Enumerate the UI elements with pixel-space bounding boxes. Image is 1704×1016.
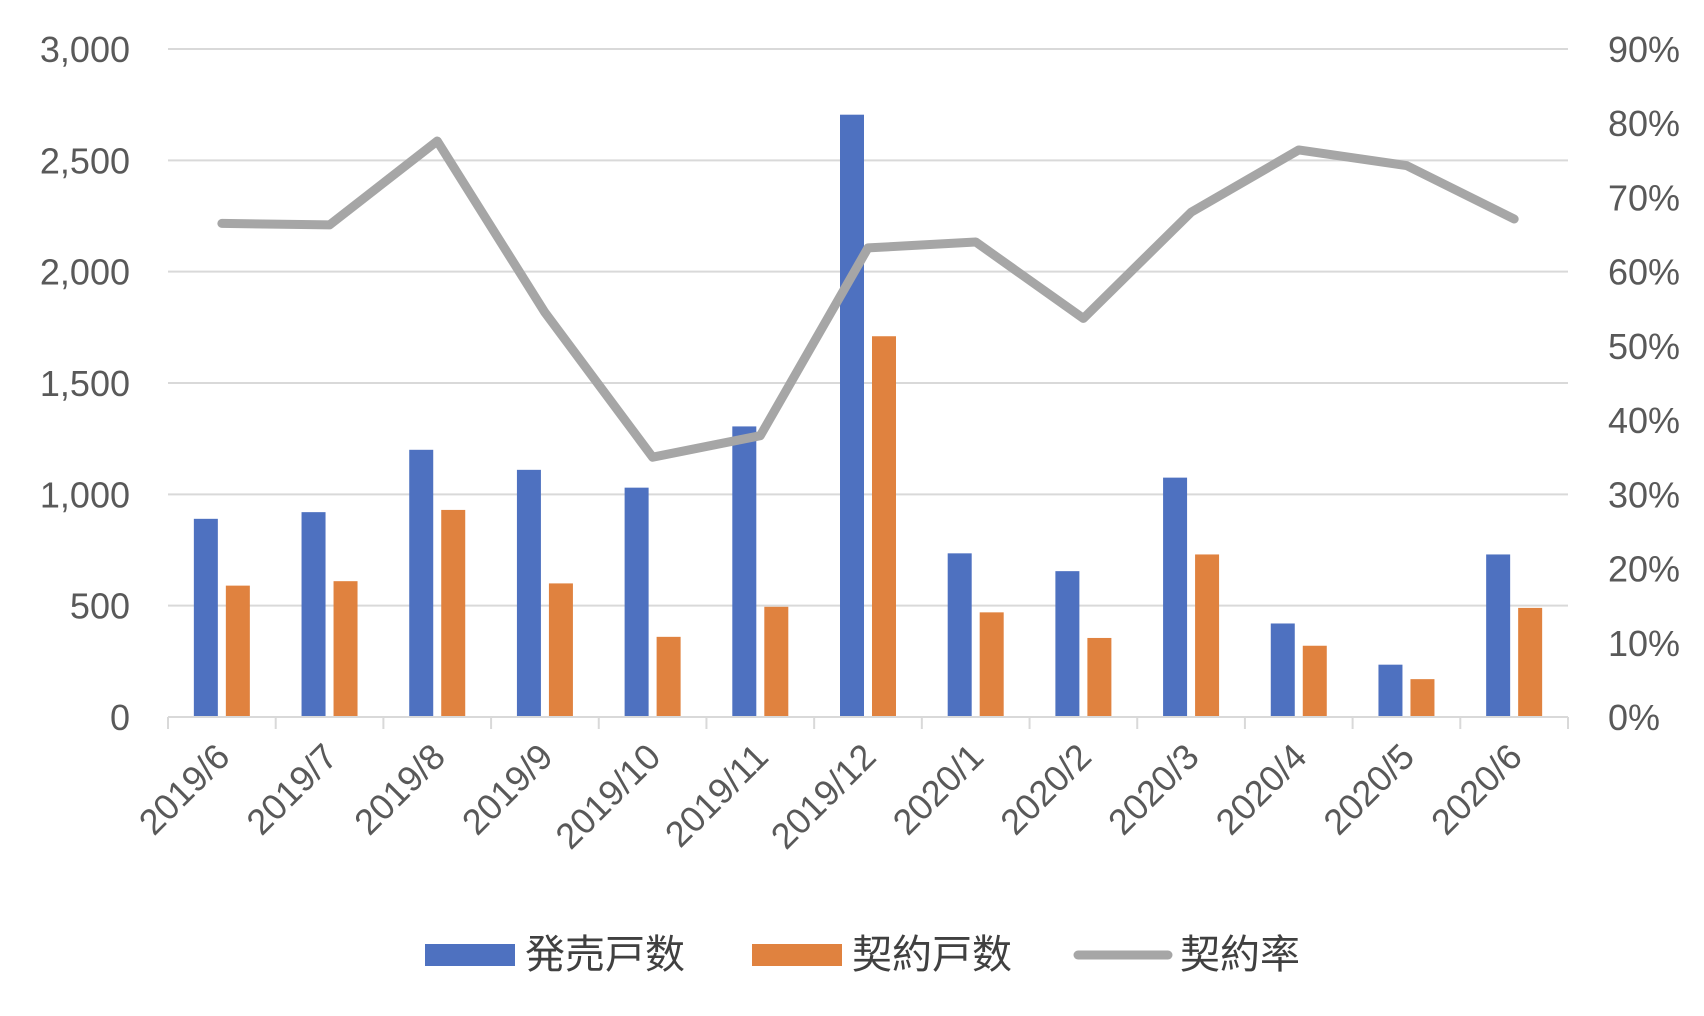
legend-swatch-sales <box>425 944 515 966</box>
bar-sales-2020-3 <box>1163 477 1188 717</box>
x-axis: 2019/6 2019/7 2019/8 2019/92019/102019/1120… <box>131 716 1569 857</box>
legend: 発売戸数 契約戸数 契約率 <box>425 932 1300 978</box>
bar-contracts-2019-7 <box>333 581 358 717</box>
bar-sales-2019-6 <box>193 518 218 717</box>
line-series-group <box>217 136 1519 462</box>
x-tick-label: 2019/8 <box>346 736 453 843</box>
bar-contracts-2020-2 <box>1087 637 1112 717</box>
bar-sales-2019-7 <box>301 512 326 717</box>
x-tick-label: 2019/10 <box>547 736 668 857</box>
bar-sales-2020-4 <box>1270 623 1295 717</box>
bar-contracts-2019-11 <box>764 606 789 717</box>
x-tick-label: 2020/6 <box>1423 736 1530 843</box>
bar-sales-2019-10 <box>624 487 649 717</box>
bar-sales-2020-5 <box>1378 664 1403 717</box>
legend-swatch-contracts <box>752 944 842 966</box>
legend-label-sales: 発売戸数 <box>525 932 685 978</box>
x-tick-label: 2019/11 <box>657 736 776 855</box>
y-right-tick-label: 10% <box>1608 623 1680 664</box>
x-tick-label: 2019/12 <box>763 736 884 857</box>
x-tick-label: 2020/3 <box>1100 736 1207 843</box>
x-tick-label: 2019/6 <box>131 736 238 843</box>
bar-contracts-2019-6 <box>225 585 250 717</box>
bar-sales-2020-1 <box>947 553 972 717</box>
y-right-tick-label: 20% <box>1608 549 1680 590</box>
bar-sales-2019-12 <box>840 114 864 718</box>
y-right-tick-label: 40% <box>1608 400 1680 441</box>
y-left-tick-label: 0 <box>110 697 130 738</box>
bar-contracts-2019-8 <box>441 509 466 717</box>
bar-sales-2020-2 <box>1055 571 1080 717</box>
bar-contracts-2019-12 <box>872 336 896 717</box>
y-left-tick-label: 500 <box>70 586 130 627</box>
legend-label-rate: 契約率 <box>1180 932 1300 978</box>
bar-contracts-2020-4 <box>1302 645 1327 717</box>
legend-label-contracts: 契約戸数 <box>852 932 1012 978</box>
y-axis-right: 0% 10% 20% 30% 40% 50% 60% 70% 80% 90% <box>1608 29 1680 738</box>
gridlines <box>168 48 1568 607</box>
line-contract-rate <box>217 136 1519 462</box>
y-left-tick-label: 2,500 <box>40 140 130 181</box>
bar-contracts-2020-3 <box>1195 554 1220 717</box>
y-right-tick-label: 30% <box>1608 474 1680 515</box>
y-right-tick-label: 50% <box>1608 326 1680 367</box>
bar-sales-2019-8 <box>409 449 434 717</box>
x-tick-label: 2020/4 <box>1208 736 1315 843</box>
y-axis-left: 0 500 1,000 1,500 2,000 2,500 3,000 <box>40 29 130 738</box>
x-tick-label: 2020/5 <box>1315 736 1422 843</box>
y-left-tick-label: 1,000 <box>40 474 130 515</box>
bar-sales-2019-9 <box>516 469 541 717</box>
y-right-tick-label: 0% <box>1608 697 1660 738</box>
bar-contracts-2020-6 <box>1518 607 1543 717</box>
bar-sales-2019-11 <box>732 426 757 717</box>
x-tick-label: 2019/9 <box>454 736 561 843</box>
bar-sales-2020-6 <box>1486 554 1511 717</box>
bar-contracts-2019-10 <box>656 636 681 717</box>
bar-contracts-2019-9 <box>548 583 573 717</box>
bar-series-group <box>193 114 1543 718</box>
x-tick-label: 2020/1 <box>884 736 991 843</box>
y-right-tick-label: 80% <box>1608 103 1680 144</box>
y-left-tick-label: 2,000 <box>40 252 130 293</box>
x-tick-label: 2020/2 <box>992 736 1099 843</box>
y-left-tick-label: 1,500 <box>40 363 130 404</box>
x-tick-label: 2019/7 <box>238 736 345 843</box>
y-right-tick-label: 90% <box>1608 29 1680 70</box>
y-right-tick-label: 70% <box>1608 177 1680 218</box>
y-left-tick-label: 3,000 <box>40 29 130 70</box>
bar-contracts-2020-1 <box>979 612 1004 717</box>
bar-contracts-2020-5 <box>1410 679 1435 717</box>
y-right-tick-label: 60% <box>1608 252 1680 293</box>
